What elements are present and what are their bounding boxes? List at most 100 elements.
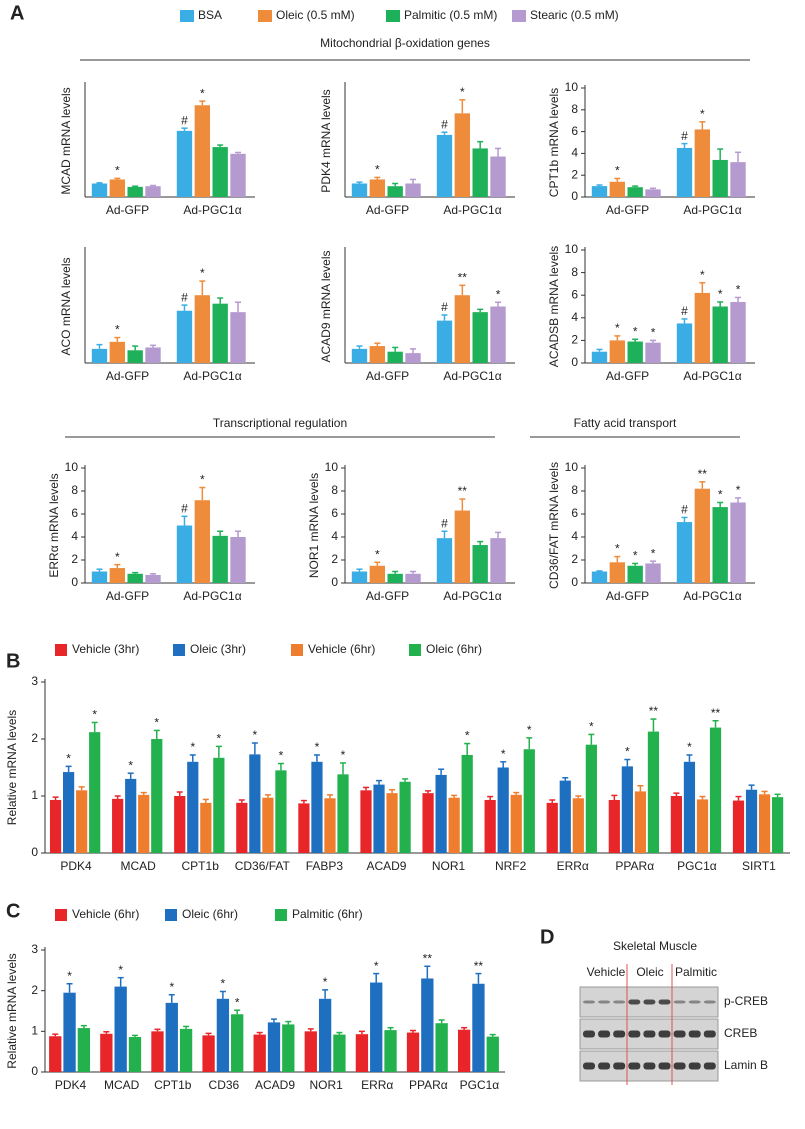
bar — [194, 500, 211, 583]
bar — [422, 793, 434, 853]
y-tick-label: 3 — [31, 674, 38, 688]
significance-marker: * — [341, 748, 346, 762]
blot-band — [628, 1062, 641, 1070]
y-tick-label: 10 — [325, 460, 339, 474]
bar — [758, 794, 771, 853]
bar — [472, 312, 488, 363]
bar — [216, 998, 230, 1072]
y-tick-label: 2 — [31, 983, 38, 997]
significance-marker: * — [279, 749, 284, 763]
y-axis-label: ACADSB mRNA levels — [547, 246, 561, 367]
y-tick-label: 2 — [571, 333, 578, 347]
significance-marker: * — [651, 546, 656, 560]
significance-marker: * — [615, 542, 620, 556]
y-tick-label: 0 — [571, 575, 578, 589]
bar — [647, 731, 660, 853]
significance-marker: * — [315, 740, 320, 754]
y-axis-label: CD36/FAT mRNA levels — [547, 462, 561, 589]
bar — [212, 535, 228, 583]
x-tick-label: PPARα — [409, 1078, 448, 1092]
y-tick-label: 0 — [31, 1064, 38, 1078]
significance-marker: # — [681, 304, 688, 318]
bar — [194, 105, 211, 197]
bar — [351, 183, 368, 197]
bar — [486, 1036, 499, 1072]
x-tick-label: Ad-GFP — [106, 369, 149, 383]
bar — [676, 147, 693, 197]
bar — [369, 565, 386, 583]
bar — [318, 998, 332, 1072]
y-tick-label: 0 — [31, 845, 38, 859]
bar — [771, 797, 784, 853]
bar — [176, 525, 193, 583]
significance-marker: ** — [649, 704, 659, 718]
blot-group: Oleic — [636, 965, 663, 979]
significance-marker: # — [181, 113, 188, 127]
blot-band — [583, 1030, 595, 1038]
bar — [676, 323, 693, 363]
significance-marker: * — [374, 959, 379, 973]
legend-swatch — [258, 10, 272, 22]
significance-marker: ** — [711, 706, 721, 720]
bar — [253, 1034, 266, 1072]
blot-band — [613, 1062, 626, 1070]
bar — [145, 347, 161, 363]
bar — [712, 159, 728, 197]
bar — [151, 1031, 164, 1072]
bar — [91, 183, 108, 197]
significance-marker: # — [441, 117, 448, 131]
significance-marker: * — [718, 488, 723, 502]
bar — [212, 303, 228, 363]
significance-marker: * — [67, 969, 72, 983]
bar — [63, 992, 76, 1072]
bar — [694, 292, 711, 363]
y-axis-label: ACAD9 mRNA levels — [319, 250, 333, 362]
legend-swatch — [409, 644, 421, 656]
blot-band — [673, 1030, 686, 1038]
blot-band — [613, 1030, 626, 1038]
significance-marker: * — [501, 747, 506, 761]
bar — [627, 341, 643, 363]
bar — [355, 1034, 369, 1072]
bar — [435, 774, 447, 853]
y-tick-label: 10 — [565, 460, 579, 474]
bar — [369, 346, 386, 363]
significance-marker: * — [736, 483, 741, 497]
significance-marker: * — [118, 963, 123, 977]
x-tick-label: NRF2 — [495, 859, 527, 873]
bar — [249, 754, 261, 853]
x-tick-label: Ad-PGC1α — [443, 369, 501, 383]
bar — [213, 757, 225, 853]
bar — [436, 538, 453, 583]
y-tick-label: 2 — [71, 552, 78, 566]
bar — [151, 739, 163, 853]
bar — [670, 796, 683, 853]
bar — [200, 802, 212, 853]
bar — [454, 113, 471, 197]
x-tick-label: Ad-GFP — [606, 369, 649, 383]
blot-band — [703, 1030, 716, 1038]
significance-marker: # — [681, 503, 688, 517]
bar — [454, 510, 471, 583]
y-tick-label: 2 — [571, 167, 578, 181]
significance-marker: ** — [423, 951, 433, 965]
bar — [267, 1022, 281, 1072]
significance-marker: * — [115, 323, 120, 337]
bar — [591, 186, 608, 197]
significance-marker: * — [615, 321, 620, 335]
y-axis-label: Relative mRNA levels — [5, 710, 19, 825]
y-tick-label: 0 — [571, 189, 578, 203]
bar — [510, 794, 522, 853]
bar — [472, 545, 488, 583]
bar — [89, 732, 101, 853]
significance-marker: * — [736, 283, 741, 297]
blot-row-label: Lamin B — [724, 1058, 768, 1072]
blot-band — [703, 1062, 716, 1070]
y-tick-label: 0 — [331, 575, 338, 589]
bar — [457, 1029, 471, 1072]
y-axis-label: PDK4 mRNA levels — [319, 89, 333, 192]
y-tick-label: 2 — [331, 552, 338, 566]
x-tick-label: Ad-GFP — [106, 203, 149, 217]
y-tick-label: 8 — [571, 483, 578, 497]
bar — [179, 1028, 193, 1072]
